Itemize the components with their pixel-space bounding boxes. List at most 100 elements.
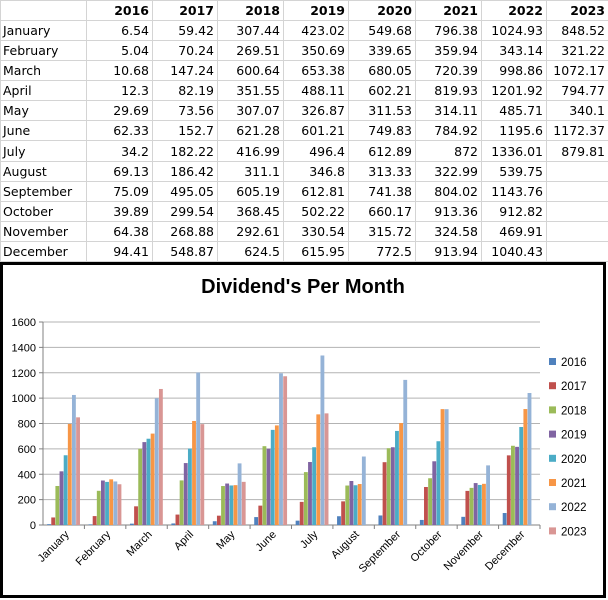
- value-cell[interactable]: 549.68: [348, 19, 416, 42]
- bar-2020-november[interactable]: [477, 484, 482, 525]
- bar-2017-march[interactable]: [134, 506, 138, 525]
- bar-2017-october[interactable]: [424, 487, 428, 525]
- header-cell[interactable]: 2018: [217, 0, 284, 21]
- bar-2019-april[interactable]: [183, 463, 188, 525]
- bar-2016-november[interactable]: [461, 516, 466, 525]
- value-cell[interactable]: 872: [415, 140, 482, 162]
- bar-2021-october[interactable]: [440, 409, 445, 525]
- value-cell[interactable]: 621.28: [217, 120, 284, 142]
- value-cell[interactable]: 416.99: [217, 140, 284, 162]
- value-cell[interactable]: 913.36: [415, 200, 482, 222]
- header-cell[interactable]: 2017: [152, 0, 218, 21]
- bar-2021-january[interactable]: [67, 423, 72, 525]
- value-cell[interactable]: 1040.43: [481, 240, 547, 263]
- bar-2021-november[interactable]: [482, 483, 486, 525]
- month-cell[interactable]: March: [0, 60, 87, 82]
- bar-2017-december[interactable]: [506, 455, 511, 525]
- bar-2017-june[interactable]: [258, 505, 263, 525]
- bar-2022-july[interactable]: [320, 355, 325, 525]
- value-cell[interactable]: [546, 180, 608, 202]
- month-cell[interactable]: October: [0, 200, 87, 222]
- value-cell[interactable]: 346.8: [283, 160, 349, 182]
- value-cell[interactable]: 913.94: [415, 240, 482, 263]
- bar-2020-may[interactable]: [229, 485, 234, 525]
- bar-2019-january[interactable]: [59, 471, 64, 525]
- bar-2022-april[interactable]: [196, 372, 201, 525]
- value-cell[interactable]: 653.38: [283, 60, 349, 82]
- value-cell[interactable]: 351.55: [217, 80, 284, 102]
- bar-2023-april[interactable]: [200, 424, 205, 525]
- month-cell[interactable]: February: [0, 40, 87, 62]
- bar-2017-august[interactable]: [341, 501, 346, 525]
- bar-2019-february[interactable]: [100, 480, 105, 525]
- bar-2016-may[interactable]: [212, 521, 217, 525]
- bar-2016-march[interactable]: [129, 523, 134, 525]
- bar-2018-november[interactable]: [469, 487, 474, 525]
- bar-2023-january[interactable]: [76, 417, 80, 525]
- bar-2017-april[interactable]: [175, 514, 180, 525]
- header-cell[interactable]: 2020: [348, 0, 416, 21]
- bar-2016-december[interactable]: [502, 513, 507, 525]
- bar-2022-november[interactable]: [486, 465, 490, 525]
- bar-2022-june[interactable]: [279, 373, 283, 525]
- value-cell[interactable]: 772.5: [348, 240, 416, 263]
- bar-2019-march[interactable]: [142, 442, 147, 525]
- bar-2022-february[interactable]: [113, 481, 118, 525]
- value-cell[interactable]: [546, 240, 608, 263]
- bar-2020-april[interactable]: [187, 448, 192, 525]
- value-cell[interactable]: 601.21: [283, 120, 349, 142]
- value-cell[interactable]: 496.4: [283, 140, 349, 162]
- bar-2021-february[interactable]: [109, 479, 114, 525]
- value-cell[interactable]: 326.87: [283, 100, 349, 122]
- bar-2022-august[interactable]: [361, 456, 366, 525]
- bar-2021-september[interactable]: [399, 422, 404, 525]
- value-cell[interactable]: 495.05: [152, 180, 218, 202]
- bar-2020-december[interactable]: [519, 426, 524, 525]
- value-cell[interactable]: 469.91: [481, 220, 547, 242]
- value-cell[interactable]: 311.1: [217, 160, 284, 182]
- bar-2016-april[interactable]: [171, 523, 176, 525]
- value-cell[interactable]: 321.22: [546, 40, 608, 62]
- bar-2017-may[interactable]: [216, 515, 221, 525]
- value-cell[interactable]: 612.89: [348, 140, 416, 162]
- value-cell[interactable]: 268.88: [152, 220, 218, 242]
- bar-2021-june[interactable]: [274, 425, 279, 525]
- header-cell[interactable]: 2019: [283, 0, 349, 21]
- bar-2018-july[interactable]: [303, 472, 308, 525]
- header-cell[interactable]: 2016: [86, 0, 153, 21]
- bar-2019-june[interactable]: [266, 448, 271, 525]
- value-cell[interactable]: 5.04: [86, 40, 153, 62]
- bar-2023-march[interactable]: [158, 388, 163, 525]
- bar-2017-july[interactable]: [299, 501, 304, 525]
- bar-2023-june[interactable]: [283, 376, 288, 525]
- bar-2016-august[interactable]: [337, 516, 341, 525]
- value-cell[interactable]: 82.19: [152, 80, 218, 102]
- value-cell[interactable]: 749.83: [348, 120, 416, 142]
- value-cell[interactable]: 299.54: [152, 200, 218, 222]
- value-cell[interactable]: 314.11: [415, 100, 482, 122]
- bar-2018-january[interactable]: [55, 485, 60, 525]
- month-cell[interactable]: June: [0, 120, 87, 142]
- value-cell[interactable]: 1172.37: [546, 120, 608, 142]
- value-cell[interactable]: 600.64: [217, 60, 284, 82]
- value-cell[interactable]: 548.87: [152, 240, 218, 263]
- value-cell[interactable]: 539.75: [481, 160, 547, 182]
- bar-2022-december[interactable]: [527, 393, 532, 525]
- value-cell[interactable]: 423.02: [283, 19, 349, 42]
- value-cell[interactable]: 182.22: [152, 140, 218, 162]
- bar-2020-october[interactable]: [436, 441, 441, 525]
- bar-2020-september[interactable]: [395, 430, 399, 525]
- bar-2016-february[interactable]: [88, 524, 93, 525]
- value-cell[interactable]: 502.22: [283, 200, 349, 222]
- value-cell[interactable]: 322.99: [415, 160, 482, 182]
- value-cell[interactable]: 794.77: [546, 80, 608, 102]
- bar-2019-july[interactable]: [308, 462, 312, 525]
- header-cell[interactable]: 2021: [415, 0, 482, 21]
- value-cell[interactable]: 796.38: [415, 19, 482, 42]
- value-cell[interactable]: 75.09: [86, 180, 153, 202]
- value-cell[interactable]: 64.38: [86, 220, 153, 242]
- value-cell[interactable]: 1143.76: [481, 180, 547, 202]
- bar-2016-july[interactable]: [295, 520, 300, 525]
- value-cell[interactable]: 879.81: [546, 140, 608, 162]
- value-cell[interactable]: [546, 160, 608, 182]
